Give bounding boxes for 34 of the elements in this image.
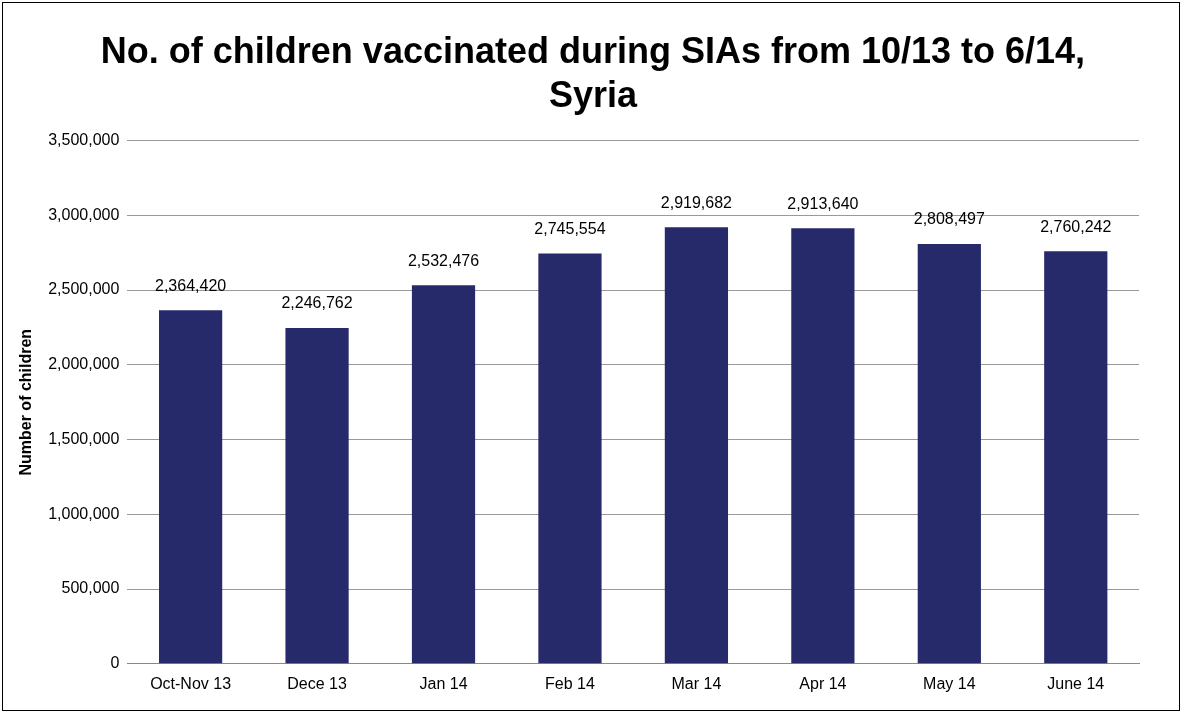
bar: [411, 285, 476, 664]
bar: [791, 228, 855, 664]
bar: [538, 253, 602, 664]
y-tick-label: 500,000: [61, 579, 120, 597]
data-label: 2,364,420: [155, 276, 227, 294]
x-tick-label: June 14: [1047, 674, 1105, 692]
y-tick-label: 3,500,000: [48, 131, 120, 149]
data-label: 2,808,497: [913, 210, 986, 228]
x-tick-label: Oct-Nov 13: [150, 674, 232, 692]
x-tick-label: Apr 14: [799, 674, 847, 692]
bar: [917, 243, 981, 664]
data-label: 2,745,554: [534, 219, 606, 237]
x-tick-label: Mar 14: [671, 674, 722, 692]
data-label: 2,919,682: [660, 193, 733, 211]
x-tick-label: Feb 14: [545, 674, 595, 692]
y-tick-label: 0: [110, 654, 120, 672]
data-label: 2,913,640: [787, 194, 859, 212]
x-tick-label: Jan 14: [419, 674, 468, 692]
y-tick-label: 1,000,000: [48, 504, 120, 522]
data-label: 2,532,476: [407, 251, 480, 269]
bar: [285, 327, 349, 664]
x-tick-label: Dece 13: [287, 674, 347, 692]
x-tick-label: May 14: [923, 674, 976, 692]
y-tick-label: 2,500,000: [48, 280, 120, 298]
y-tick-label: 3,000,000: [48, 205, 120, 223]
bar: [158, 310, 223, 664]
y-tick-label: 1,500,000: [48, 429, 120, 447]
y-axis-title: Number of children: [17, 328, 35, 476]
y-tick-label: 2,000,000: [48, 355, 120, 373]
bar: [664, 227, 729, 664]
data-label: 2,246,762: [281, 294, 353, 312]
chart-title: No. of children vaccinated during SIAs from 10/13 to 6/14, Syria: [99, 29, 1087, 117]
bar: [1044, 251, 1108, 664]
data-label: 2,760,242: [1040, 217, 1112, 235]
